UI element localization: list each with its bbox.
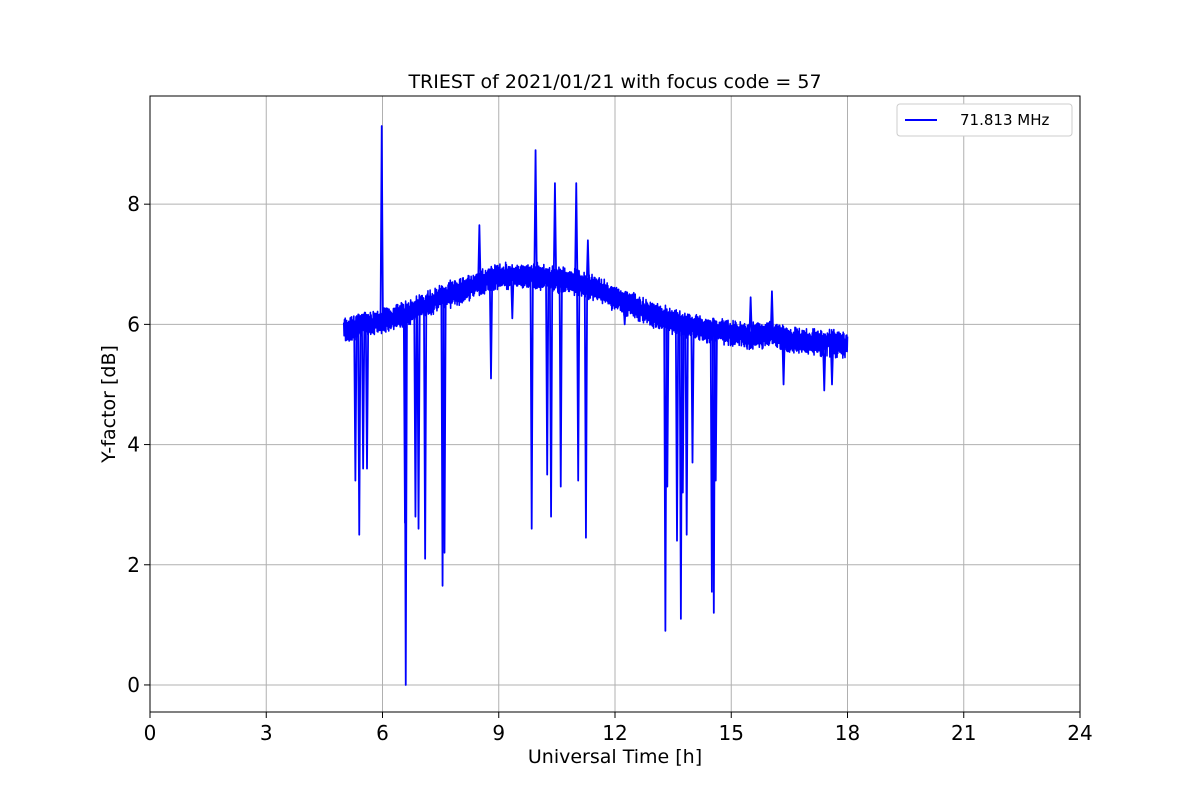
spike [574, 182, 579, 283]
spike [684, 325, 689, 536]
spike [748, 296, 753, 337]
x-tick-label: 0 [144, 721, 157, 745]
spike [548, 278, 554, 518]
spike [533, 149, 538, 277]
spike [423, 304, 428, 560]
spike [477, 224, 482, 283]
y-tick-label: 2 [127, 553, 140, 577]
series-line [342, 261, 849, 359]
spike [353, 326, 358, 482]
x-tick-label: 6 [376, 721, 389, 745]
spike [510, 276, 515, 320]
y-axis: 0 2 4 6 8 [127, 192, 150, 697]
spike [403, 313, 408, 686]
spike [545, 277, 550, 476]
y-axis-label: Y-factor [dB] [98, 345, 120, 464]
spike [769, 290, 775, 335]
spike [713, 330, 718, 482]
x-tick-label: 21 [951, 721, 976, 745]
x-tick-label: 15 [719, 721, 744, 745]
spike [558, 279, 563, 488]
spike [488, 278, 494, 380]
x-tick-label: 9 [492, 721, 505, 745]
grid-lines [149, 96, 1081, 712]
spike [357, 325, 362, 536]
spike [690, 327, 695, 464]
spike [822, 342, 827, 392]
spike [552, 182, 558, 280]
spike [585, 239, 590, 286]
plot-area [342, 125, 849, 686]
spike [364, 323, 370, 470]
y-tick-label: 8 [127, 192, 140, 216]
y-tick-label: 4 [127, 433, 140, 457]
legend-box [896, 103, 1073, 137]
legend: 71.813 MHz [896, 103, 1073, 137]
spike [379, 125, 384, 322]
spike [781, 337, 786, 386]
chart-title: TRIEST of 2021/01/21 with focus code = 5… [407, 71, 821, 93]
spike [576, 282, 581, 482]
spike [583, 285, 589, 539]
y-tick-label: 0 [127, 673, 140, 697]
spike [829, 342, 835, 386]
x-tick-label: 12 [602, 721, 627, 745]
spike [680, 324, 685, 494]
y-tick-label: 6 [127, 312, 140, 336]
legend-entry: 71.813 MHz [960, 111, 1049, 129]
x-tick-label: 18 [835, 721, 860, 745]
spike [665, 319, 670, 488]
spike [413, 309, 418, 518]
spike [416, 307, 421, 530]
x-axis-label: Universal Time [h] [528, 746, 702, 768]
x-tick-label: 3 [260, 721, 273, 745]
spike [529, 276, 534, 530]
spike [361, 324, 366, 470]
spike [622, 301, 627, 326]
x-axis: 0 3 6 9 12 15 18 21 24 [144, 712, 1093, 745]
x-tick-label: 24 [1067, 721, 1092, 745]
spike [442, 296, 447, 554]
spike [674, 322, 680, 542]
